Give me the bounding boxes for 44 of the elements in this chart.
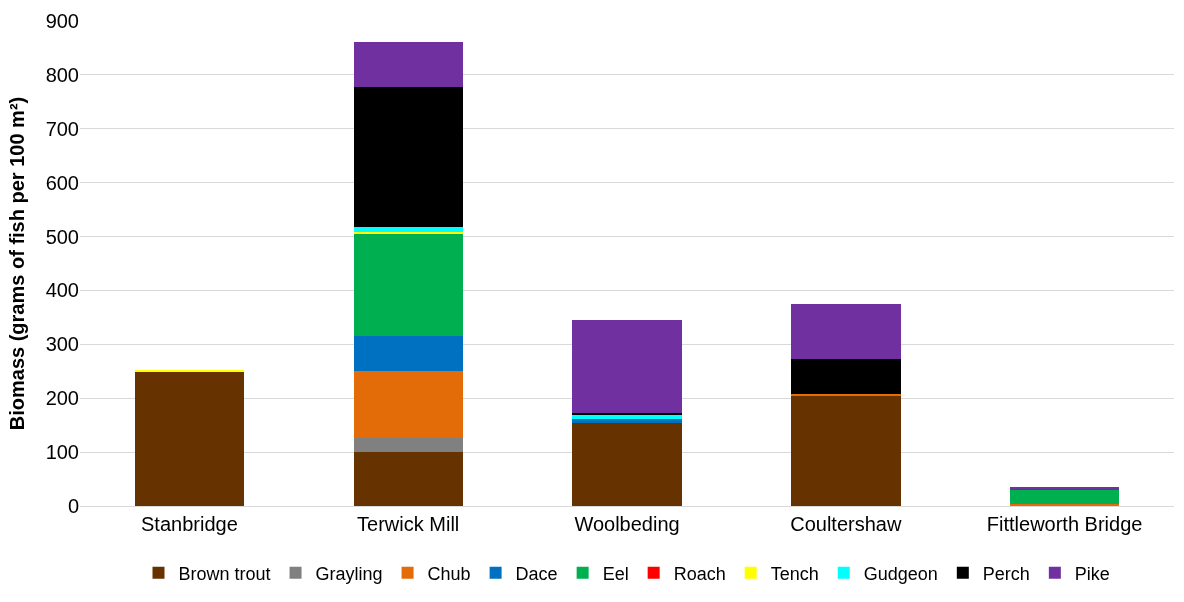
bar xyxy=(791,303,901,359)
bar xyxy=(1009,503,1120,506)
y-tick-label: 500 xyxy=(45,225,79,248)
bar xyxy=(353,452,463,506)
legend-label: Brown trout xyxy=(178,563,271,584)
bar xyxy=(1009,489,1120,504)
x-tick-label: Fittleworth Bridge xyxy=(986,513,1143,535)
bar xyxy=(791,358,901,394)
y-tick-label: 400 xyxy=(45,279,79,302)
legend-label: Perch xyxy=(982,563,1030,584)
y-tick-label: 700 xyxy=(45,117,79,140)
y-tick-label: 100 xyxy=(45,441,79,464)
y-tick-label: 900 xyxy=(45,10,79,32)
bar xyxy=(572,418,682,424)
y-axis-title: Biomass (grams of fish per 100 m²) xyxy=(6,96,29,431)
bar xyxy=(791,395,901,506)
y-tick-label: 0 xyxy=(67,495,79,517)
bar xyxy=(353,336,463,371)
legend-label: Grayling xyxy=(315,563,383,584)
y-tick-label: 300 xyxy=(45,333,79,356)
legend-label: Eel xyxy=(602,563,629,584)
legend-label: Pike xyxy=(1074,563,1110,584)
x-tick-label: Stanbridge xyxy=(141,513,238,535)
x-tick-label: Terwick Mill xyxy=(357,513,460,535)
legend-label: Chub xyxy=(427,563,471,584)
y-tick-label: 200 xyxy=(45,387,79,410)
bar xyxy=(572,423,682,506)
bar xyxy=(353,233,463,337)
bar xyxy=(134,371,245,506)
bar xyxy=(353,438,463,453)
bar xyxy=(353,370,463,439)
bar xyxy=(353,42,463,88)
bar xyxy=(353,226,463,233)
legend-label: Roach xyxy=(673,563,726,584)
y-tick-label: 600 xyxy=(45,171,79,194)
x-tick-label: Woolbeding xyxy=(574,513,680,535)
bar xyxy=(353,87,463,227)
bar xyxy=(791,393,901,396)
legend-label: Gudgeon xyxy=(863,563,938,584)
x-tick-label: Coultershaw xyxy=(790,513,902,535)
legend-label: Dace xyxy=(515,563,558,584)
legend-label: Tench xyxy=(770,563,819,584)
bar xyxy=(572,320,682,414)
y-tick-label: 800 xyxy=(45,63,79,86)
